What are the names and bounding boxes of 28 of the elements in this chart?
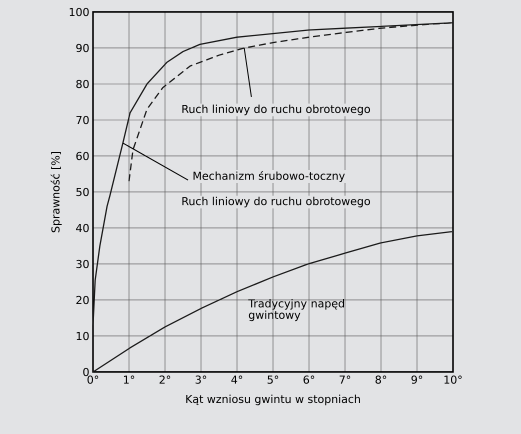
x-tick-label: 10°: [444, 376, 462, 384]
x-tick-label: 3°: [196, 376, 206, 384]
x-tick-label: 5°: [268, 376, 278, 384]
y-tick-label: 30: [76, 260, 89, 268]
y-tick-label: 70: [76, 116, 89, 124]
y-tick-label: 50: [76, 188, 89, 196]
y-tick-label: 60: [76, 152, 89, 160]
series-label: Tradycyjny napęd gwintowy: [248, 299, 344, 322]
annotation: Ruch liniowy do ruchu obrotowego: [182, 196, 370, 208]
y-tick-label: 0: [83, 368, 89, 376]
x-tick-label: 8°: [376, 376, 386, 384]
y-tick-label: 40: [76, 224, 89, 232]
y-tick-label: 10: [76, 332, 89, 340]
x-tick-label: 2°: [160, 376, 170, 384]
x-tick-label: 9°: [411, 376, 422, 384]
y-tick-label: 80: [76, 80, 89, 88]
y-tick-label: 90: [76, 44, 89, 52]
x-tick-label: 7°: [340, 376, 350, 384]
y-axis-title: Sprawność [%]: [50, 152, 62, 232]
x-tick-label: 6°: [304, 376, 314, 384]
annotation: Mechanizm śrubowo-toczny: [194, 170, 345, 182]
x-tick-label: 1°: [124, 376, 134, 384]
x-tick-label: 0°: [88, 376, 98, 384]
x-axis-title: Kąt wzniosu gwintu w stopniach: [186, 394, 360, 406]
x-tick-label: 4°: [231, 376, 242, 384]
y-tick-label: 100: [70, 8, 89, 16]
y-tick-label: 20: [76, 296, 89, 304]
annotation: Ruch liniowy do ruchu obrotowego: [182, 104, 370, 116]
